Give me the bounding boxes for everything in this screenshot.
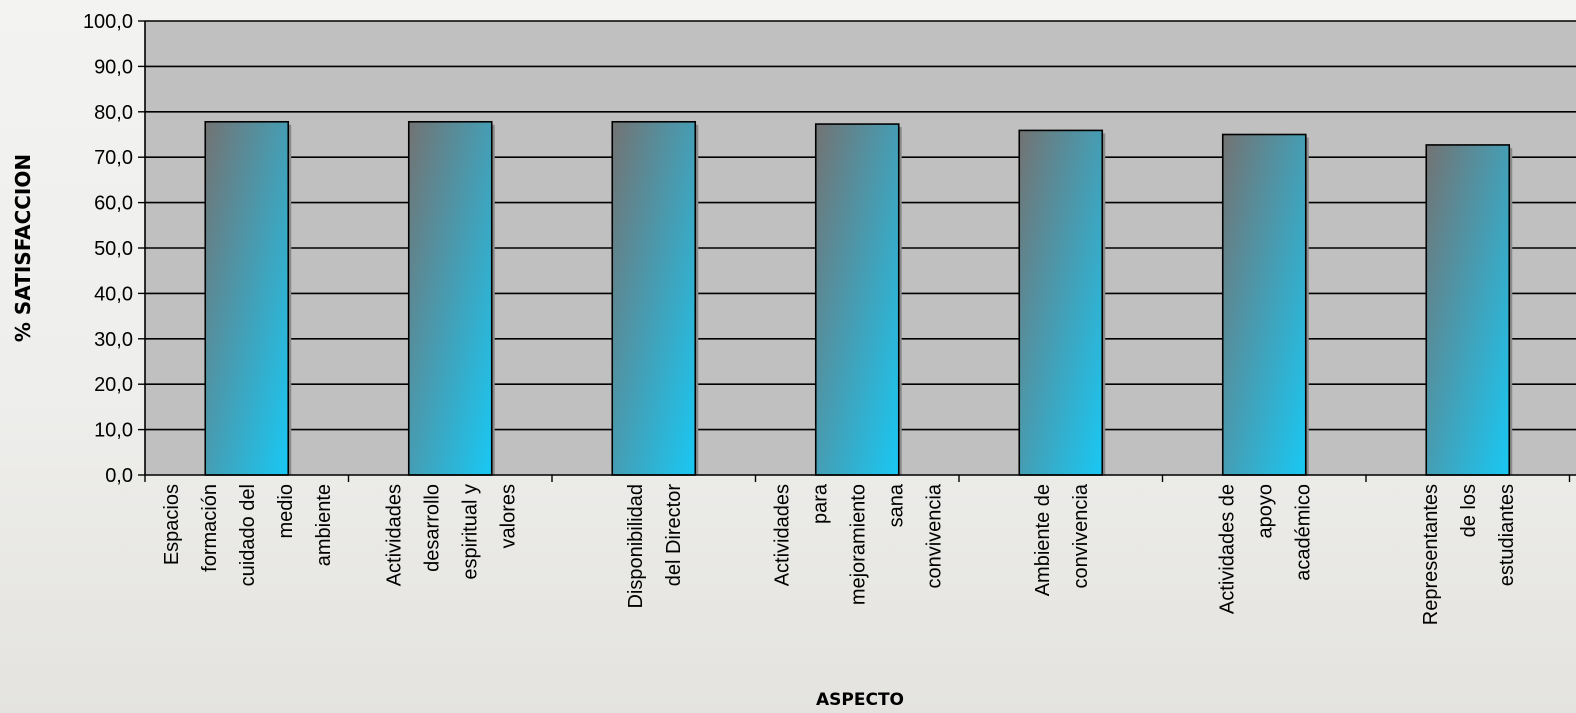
x-category-label-line: desarrollo	[421, 484, 443, 572]
x-category-label-line: mejoramiento	[847, 484, 869, 605]
x-axis-title: ASPECTO	[816, 690, 904, 710]
x-category-label-line: convivencia	[923, 483, 945, 588]
bar	[1221, 133, 1307, 476]
x-category-label-line: Actividades de	[1216, 484, 1238, 614]
x-category-label-line: Ambiente de	[1032, 484, 1054, 596]
y-tick-label: 90,0	[94, 56, 133, 78]
x-category-label-line: formación	[199, 484, 221, 572]
x-category-label-line: para	[809, 483, 831, 524]
y-axis-title: % SATISFACCION	[11, 154, 35, 342]
x-category-label-line: académico	[1292, 484, 1314, 581]
x-category-label-line: Actividades	[771, 484, 793, 586]
x-category-label-line: sana	[885, 483, 907, 527]
y-tick-label: 50,0	[94, 238, 133, 260]
x-category-label-line: medio	[275, 484, 297, 538]
x-category-label-line: de los	[1458, 484, 1480, 537]
y-tick-label: 60,0	[94, 193, 133, 215]
x-category-label-line: Representantes	[1420, 484, 1442, 625]
x-category-label: Espacios formación cuidado del medio ambient…	[161, 484, 335, 586]
x-category-label-line: estudiantes	[1496, 484, 1518, 586]
y-tick-label: 100,0	[83, 11, 133, 33]
bar	[204, 120, 290, 476]
bar	[814, 123, 900, 476]
x-category-label-line: Actividades	[383, 484, 405, 586]
y-tick-label: 0,0	[105, 465, 133, 487]
bar	[1425, 144, 1511, 476]
x-category-label: Disponibilidad del Director	[625, 484, 685, 609]
x-category-label: Representantes de los estudiantes	[1420, 484, 1518, 625]
x-category-label: Actividades desarrollo espiritual y valores	[383, 484, 519, 586]
x-category-label-line: apoyo	[1254, 484, 1276, 539]
y-tick-label: 70,0	[94, 147, 133, 169]
y-tick-label: 80,0	[94, 102, 133, 124]
x-category-label: Actividades para mejoramiento sana convivenc…	[771, 483, 945, 605]
x-category-label: Ambiente de convivencia	[1032, 483, 1092, 596]
y-tick-label: 30,0	[94, 329, 133, 351]
y-tick-label: 20,0	[94, 374, 133, 396]
x-category-label-line: Disponibilidad	[625, 484, 647, 609]
x-category-label-line: ambiente	[313, 484, 335, 566]
y-tick-label: 40,0	[94, 283, 133, 305]
x-category-label-line: cuidado del	[237, 484, 259, 586]
bar	[1018, 129, 1104, 476]
bar	[407, 120, 493, 476]
x-category-label-line: espiritual y	[459, 484, 481, 580]
x-category-label: Actividades de apoyo académico	[1216, 484, 1314, 614]
x-category-label-line: convivencia	[1070, 483, 1092, 588]
x-category-label-line: Espacios	[161, 484, 183, 565]
x-category-label-line: del Director	[663, 484, 685, 587]
x-category-label-line: valores	[497, 484, 519, 548]
bar	[611, 120, 697, 476]
y-tick-label: 10,0	[94, 420, 133, 442]
